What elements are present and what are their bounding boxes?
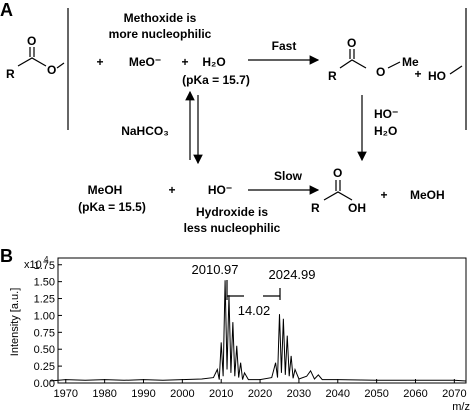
pka: (pKa = 15.7) — [182, 73, 250, 87]
x-tick-label: 2010 — [209, 388, 233, 400]
y-tick-label: 1.75 — [34, 260, 55, 272]
bond — [339, 59, 367, 69]
atom: O — [27, 34, 36, 48]
annotation: 2024.99 — [269, 267, 316, 282]
y-tick-label: 0.25 — [34, 361, 55, 373]
plus: + — [414, 67, 421, 81]
atom: O — [47, 63, 56, 77]
note: Hydroxide is — [196, 205, 268, 219]
y-tick-label: 1.50 — [34, 277, 55, 289]
bond — [17, 57, 47, 67]
x-axis-title: m/z — [452, 401, 470, 413]
y-exponent-power: 4 — [44, 255, 49, 264]
atom: O — [376, 65, 385, 79]
panel-label: B — [0, 246, 13, 266]
plus: + — [168, 183, 175, 197]
x-tick-label: 2060 — [403, 388, 427, 400]
panel-b: B Intensity [a.u.] x10 4 m/z 2010.97 202… — [0, 246, 470, 413]
x-tick-label: 2020 — [248, 388, 272, 400]
x-tick-label: 1990 — [131, 388, 155, 400]
panel-label: A — [0, 0, 13, 20]
species: MeO⁻ — [129, 55, 161, 69]
species: HO⁻ — [374, 107, 398, 121]
arrow-label: Fast — [272, 39, 297, 53]
arrow-label: Slow — [274, 169, 303, 183]
note: less nucleophilic — [184, 221, 281, 235]
x-tick-label: 1980 — [92, 388, 116, 400]
atom: O — [347, 36, 356, 50]
species: H₂O — [202, 55, 225, 69]
atom: R — [328, 69, 337, 83]
plus: + — [96, 55, 103, 69]
atom: Me — [402, 55, 419, 69]
bond — [56, 62, 65, 69]
annotation: 2010.97 — [192, 262, 239, 277]
pka: (pKa = 15.5) — [78, 200, 146, 214]
y-tick-label: 0.00 — [34, 378, 55, 390]
x-tick-label: 2000 — [170, 388, 194, 400]
spectrum — [50, 280, 467, 382]
species: H₂O — [374, 124, 397, 138]
atom: OH — [348, 201, 366, 215]
y-tick-label: 0.75 — [34, 327, 55, 339]
x-tick-label: 2050 — [364, 388, 388, 400]
species: HO⁻ — [208, 183, 232, 197]
reagent: NaHCO₃ — [121, 124, 169, 138]
species: MeOH — [88, 183, 123, 197]
plus: + — [181, 55, 188, 69]
y-tick-label: 0.50 — [34, 344, 55, 356]
species: MeOH — [410, 188, 445, 202]
panel-a: A R O O Methoxide is more nucleophilic +… — [0, 0, 467, 235]
atom: O — [333, 166, 342, 180]
plot-frame — [57, 257, 467, 384]
y-axis-title: Intensity [a.u.] — [9, 288, 21, 356]
note: Methoxide is — [124, 11, 197, 25]
x-tick-label: 2030 — [287, 388, 311, 400]
x-tick-label: 1970 — [54, 388, 78, 400]
note: more nucleophilic — [109, 27, 212, 41]
x-tick-label: 2040 — [326, 388, 350, 400]
atom: R — [311, 201, 320, 215]
atom: HO — [428, 69, 446, 83]
bond — [323, 191, 353, 201]
x-tick-label: 2070 — [442, 388, 466, 400]
bond — [387, 61, 401, 69]
y-tick-label: 1.00 — [34, 310, 55, 322]
annotation: 14.02 — [238, 303, 271, 318]
atom: R — [6, 67, 15, 81]
plus: + — [380, 188, 387, 202]
y-tick-label: 1.25 — [34, 294, 55, 306]
bond — [449, 65, 463, 75]
y-exponent: x10 — [24, 259, 42, 271]
